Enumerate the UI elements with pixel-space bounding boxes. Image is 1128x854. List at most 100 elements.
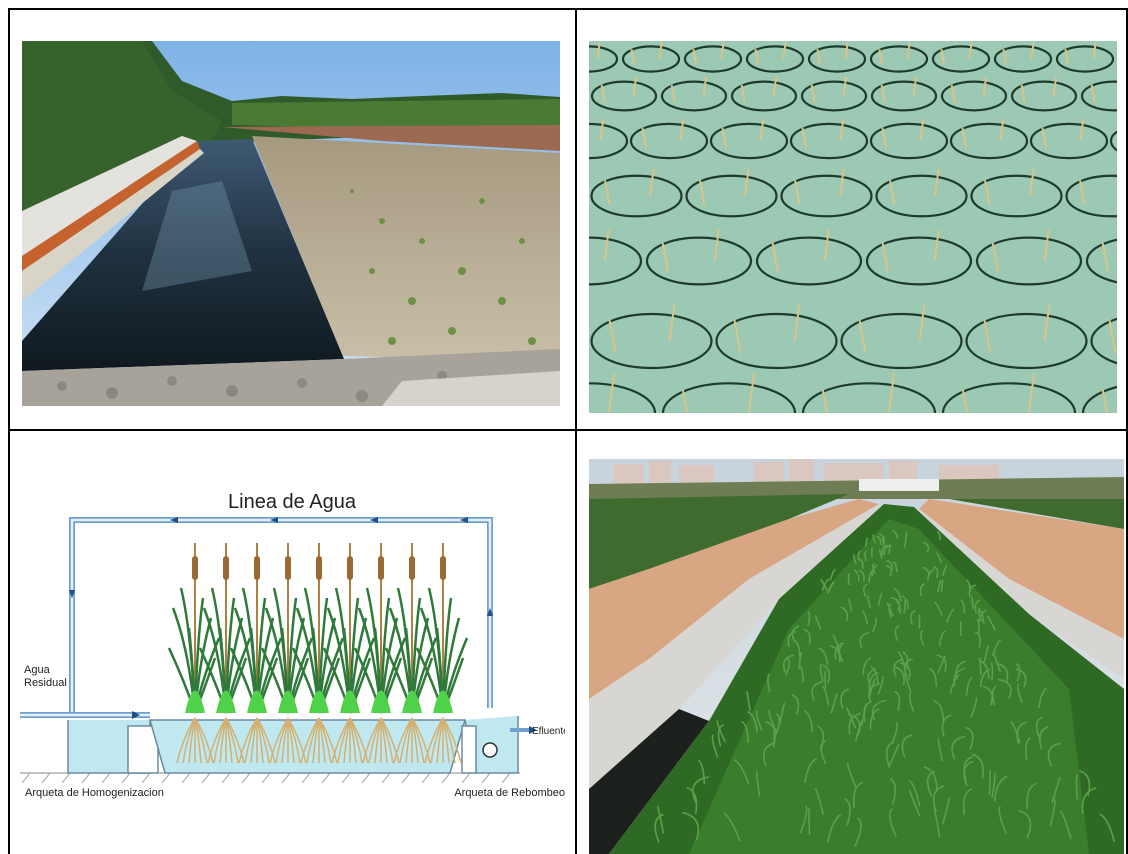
grass-blade bbox=[936, 530, 941, 541]
grass-blade bbox=[847, 713, 861, 736]
reed-sprout bbox=[692, 49, 698, 65]
reed-sprout bbox=[1108, 319, 1117, 354]
reed-sprout bbox=[1043, 229, 1050, 262]
grass-blade bbox=[940, 579, 944, 592]
reed-sprout bbox=[1090, 84, 1096, 103]
grass-blade bbox=[847, 572, 851, 586]
grass-blade bbox=[936, 655, 946, 674]
reed-sprout bbox=[881, 242, 889, 272]
planting-ring bbox=[590, 174, 683, 218]
grass-blade bbox=[868, 678, 876, 698]
grass-blade bbox=[811, 680, 823, 701]
grass-blade bbox=[871, 617, 878, 633]
planting-ring bbox=[869, 45, 929, 73]
planting-ring bbox=[660, 80, 728, 112]
reed-plant bbox=[415, 543, 469, 764]
reed-sprout bbox=[641, 127, 648, 149]
reed-sprout bbox=[933, 229, 940, 262]
reed-sprout bbox=[842, 76, 848, 97]
planting-ring bbox=[840, 312, 963, 370]
grass-blade bbox=[697, 759, 706, 785]
grass-blade bbox=[848, 712, 862, 735]
grass-blade bbox=[852, 553, 857, 565]
reed-sprout bbox=[794, 180, 801, 206]
grass-blade bbox=[978, 608, 985, 624]
grass-blade bbox=[794, 640, 801, 657]
grass-blade bbox=[716, 720, 726, 743]
grass-blade bbox=[826, 813, 842, 843]
grass-blade bbox=[1018, 809, 1032, 839]
grass-blade bbox=[968, 584, 977, 598]
reed-sprout bbox=[720, 42, 725, 60]
grass-blade bbox=[974, 599, 981, 614]
grass-blade bbox=[894, 690, 901, 711]
reed-sprout bbox=[782, 42, 787, 60]
grass-blade bbox=[888, 808, 897, 837]
reed-sprout bbox=[984, 180, 991, 206]
grass-blade bbox=[654, 813, 664, 843]
grass-blade bbox=[963, 755, 973, 782]
grass-blade bbox=[936, 654, 947, 673]
grid-divider-vertical bbox=[575, 8, 577, 854]
grass-blade bbox=[872, 562, 876, 575]
grass-blade bbox=[859, 631, 870, 649]
grass-blade bbox=[922, 542, 930, 553]
grass-blade bbox=[991, 685, 997, 706]
grass-blade bbox=[932, 785, 945, 813]
grass-blade bbox=[818, 647, 829, 665]
grass-blade bbox=[821, 685, 830, 706]
grid-border-left bbox=[8, 8, 10, 854]
planting-ring bbox=[621, 45, 681, 73]
planting-ring bbox=[993, 45, 1053, 73]
grass-blade bbox=[998, 805, 1007, 834]
reed-sprout bbox=[1101, 242, 1109, 272]
reed-sprout bbox=[1029, 168, 1035, 197]
grass-blade bbox=[824, 670, 827, 690]
grass-blade bbox=[868, 682, 880, 704]
grass-blade bbox=[814, 615, 822, 631]
grass-blade bbox=[993, 654, 1002, 673]
reed-sprout bbox=[934, 168, 940, 197]
grass-blade bbox=[886, 602, 894, 617]
grass-blade bbox=[853, 569, 860, 582]
grass-blade bbox=[977, 607, 983, 623]
grass-blade bbox=[733, 759, 750, 785]
grass-blade bbox=[997, 678, 1012, 699]
grass-blade bbox=[936, 579, 942, 593]
reed-sprout bbox=[771, 242, 779, 272]
grass-blade bbox=[857, 557, 864, 570]
grass-blade bbox=[993, 775, 1008, 803]
grass-blade bbox=[774, 713, 781, 736]
planting-ring bbox=[730, 80, 798, 112]
reed-sprout bbox=[878, 49, 884, 65]
planting-ring bbox=[965, 312, 1088, 370]
grass-blade bbox=[1025, 736, 1032, 761]
grass-blade bbox=[885, 564, 893, 577]
grass-blade bbox=[867, 594, 872, 609]
grass-blade bbox=[965, 676, 973, 696]
reed-sprout bbox=[744, 168, 750, 197]
grass-blade bbox=[1038, 687, 1047, 709]
planting-ring bbox=[645, 236, 753, 286]
reed-sprout bbox=[607, 373, 616, 413]
reed-sprout bbox=[747, 373, 756, 413]
grass-blade bbox=[894, 666, 905, 686]
grass-blade bbox=[881, 537, 885, 547]
reed-sprout bbox=[844, 42, 849, 60]
reed-sprout bbox=[608, 319, 617, 354]
grass-blade bbox=[955, 660, 966, 680]
planting-ring bbox=[789, 122, 869, 160]
planting-ring bbox=[589, 45, 619, 73]
planting-ring bbox=[931, 45, 991, 73]
image-grid: Linea de Agua bbox=[8, 8, 1128, 854]
grass-blade bbox=[939, 629, 946, 647]
grass-blade bbox=[756, 771, 761, 797]
grass-blade bbox=[982, 685, 993, 706]
planting-ring bbox=[715, 312, 838, 370]
grass-blade bbox=[986, 615, 996, 631]
planting-ring bbox=[589, 122, 629, 160]
grass-blade bbox=[784, 657, 791, 676]
grass-blade bbox=[908, 691, 915, 712]
grass-blade bbox=[893, 587, 902, 602]
reed-sprout bbox=[603, 229, 610, 262]
